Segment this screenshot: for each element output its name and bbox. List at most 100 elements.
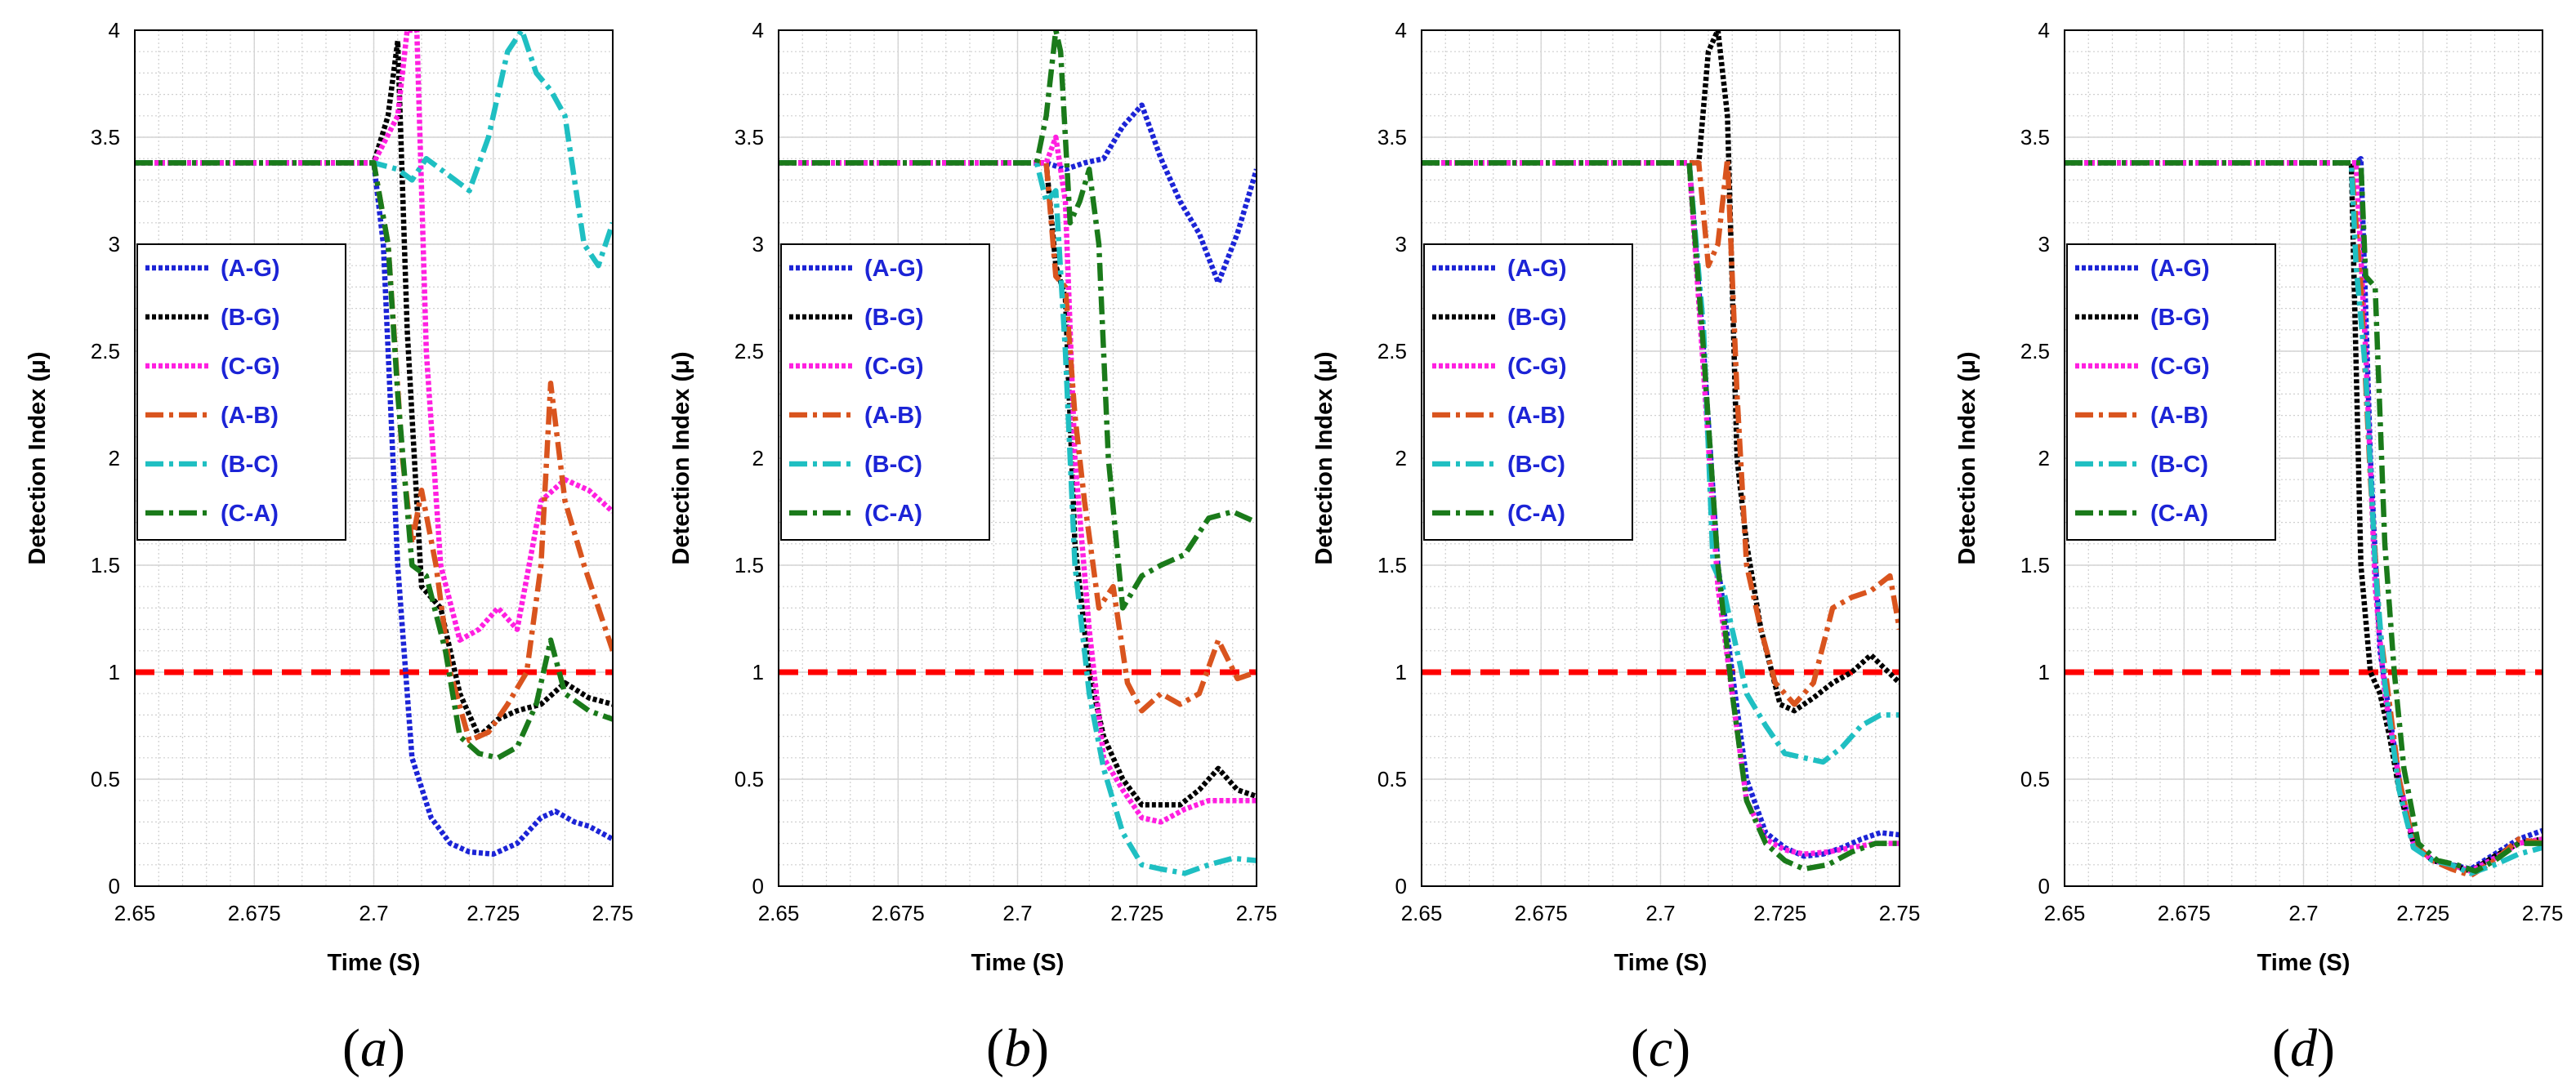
y-tick-label: 4 — [109, 18, 120, 42]
y-tick-label: 4 — [1395, 18, 1407, 42]
axes-frame — [2064, 29, 2543, 887]
y-tick-label: 2.5 — [734, 339, 764, 363]
legend-label: (A-G) — [1507, 256, 1566, 282]
legend-label: (A-G) — [864, 256, 923, 282]
series-line-c-g — [779, 134, 1257, 825]
series-line-b-g — [135, 38, 613, 739]
legend-label: (B-G) — [864, 305, 923, 331]
x-tick-label: 2.7 — [1645, 901, 1675, 925]
x-tick-label: 2.75 — [592, 901, 634, 925]
x-tick-label: 2.7 — [2288, 901, 2318, 925]
legend-label: (B-C) — [2150, 452, 2208, 478]
x-tick-label: 2.725 — [1110, 901, 1163, 925]
series-line-a-g — [779, 102, 1257, 286]
legend-label: (B-G) — [1507, 305, 1566, 331]
y-tick-label: 3.5 — [1377, 125, 1407, 149]
legend-label: (C-A) — [221, 501, 279, 527]
panel-letter: a — [360, 1018, 387, 1078]
chart-panel-b: 2.65 2.675 2.7 2.725 2.75 0 0.5 1 1.5 2 2.5 3 3.5 4 Ti… — [668, 18, 1277, 1078]
legend-label: (C-A) — [864, 501, 922, 527]
y-tick-label: 0 — [752, 874, 764, 898]
x-tick-label: 2.65 — [758, 901, 800, 925]
axes-frame — [134, 29, 614, 887]
chart-panel-a: 2.65 2.675 2.7 2.725 2.75 0 0.5 1 1.5 2 2.5 3 3.5 4 Ti… — [25, 18, 633, 1078]
x-axis-title: Time (S) — [328, 950, 421, 976]
legend-box — [136, 243, 346, 541]
series-line-a-g — [135, 160, 613, 857]
y-tick-label: 0 — [109, 874, 120, 898]
y-tick-label: 3 — [109, 232, 120, 256]
y-tick-label: 4 — [752, 18, 764, 42]
y-tick-label: 2.5 — [2020, 339, 2050, 363]
x-tick-label: 2.75 — [2522, 901, 2564, 925]
y-tick-label: 0 — [2038, 874, 2050, 898]
axes-frame — [778, 29, 1257, 887]
y-tick-label: 0.5 — [734, 767, 764, 791]
panel-label: (b) — [986, 1018, 1049, 1078]
legend: (A-G) (B-G) (C-G) (A-B) (B-C) (C-A) — [2066, 243, 2276, 541]
y-tick-label: 3 — [2038, 232, 2050, 256]
legend-label: (A-G) — [221, 256, 279, 282]
x-tick-label: 2.675 — [1515, 901, 1568, 925]
y-tick-label: 2 — [1395, 446, 1407, 470]
y-tick-label: 3 — [752, 232, 764, 256]
legend-label: (B-C) — [864, 452, 922, 478]
legend-label: (C-A) — [2150, 501, 2208, 527]
legend: (A-G) (B-G) (C-G) (A-B) (B-C) (C-A) — [1423, 243, 1633, 541]
panel-label: (d) — [2272, 1018, 2335, 1078]
x-axis-title: Time (S) — [2257, 950, 2351, 976]
legend-label: (A-B) — [1507, 403, 1565, 429]
y-tick-label: 0 — [1395, 874, 1407, 898]
axes-frame — [1421, 29, 1900, 887]
y-tick-label: 4 — [2038, 18, 2050, 42]
series-line-c-g — [135, 30, 613, 643]
legend-label: (B-C) — [221, 452, 279, 478]
series-line-a-b — [135, 160, 613, 744]
x-tick-label: 2.675 — [228, 901, 281, 925]
chart-panel-d: 2.65 2.675 2.7 2.725 2.75 0 0.5 1 1.5 2 2.5 3 3.5 4 Ti… — [1954, 18, 2563, 1078]
legend-label: (B-G) — [2150, 305, 2209, 331]
y-axis-title: Detection Index (μ) — [1311, 351, 1337, 564]
x-tick-label: 2.65 — [1401, 901, 1443, 925]
y-tick-label: 1.5 — [2020, 553, 2050, 577]
series-line-b-c — [135, 30, 613, 269]
series-line-c-a — [1422, 160, 1900, 872]
x-tick-label: 2.75 — [1236, 901, 1278, 925]
series-line-b-c — [779, 160, 1257, 876]
y-tick-label: 1 — [2038, 660, 2050, 684]
y-tick-label: 1.5 — [734, 553, 764, 577]
legend-label: (A-G) — [2150, 256, 2209, 282]
series-line-c-a — [2065, 160, 2543, 874]
y-tick-label: 3.5 — [734, 125, 764, 149]
y-tick-label: 1 — [1395, 660, 1407, 684]
panel-letter: d — [2290, 1018, 2318, 1078]
x-tick-label: 2.675 — [872, 901, 925, 925]
series-line-b-g — [2065, 160, 2543, 874]
legend: (A-G) (B-G) (C-G) (A-B) (B-C) (C-A) — [136, 243, 346, 541]
x-axis-title: Time (S) — [971, 950, 1065, 976]
y-axis-title: Detection Index (μ) — [25, 351, 51, 564]
y-tick-label: 3 — [1395, 232, 1407, 256]
legend-label: (C-G) — [1507, 354, 1566, 380]
y-tick-label: 1.5 — [91, 553, 120, 577]
y-tick-label: 0.5 — [1377, 767, 1407, 791]
y-tick-label: 2 — [109, 446, 120, 470]
legend-box — [2066, 243, 2276, 541]
chart-panel-c: 2.65 2.675 2.7 2.725 2.75 0 0.5 1 1.5 2 2.5 3 3.5 4 Ti… — [1311, 18, 1920, 1078]
legend-label: (C-G) — [221, 354, 279, 380]
x-tick-label: 2.725 — [1753, 901, 1806, 925]
x-tick-label: 2.725 — [467, 901, 520, 925]
panel-letter: b — [1004, 1018, 1031, 1078]
x-axis-title: Time (S) — [1614, 950, 1708, 976]
series-group — [135, 30, 613, 857]
y-tick-label: 2 — [752, 446, 764, 470]
y-axis-title: Detection Index (μ) — [668, 351, 694, 564]
series-group — [779, 30, 1257, 876]
legend-label: (C-A) — [1507, 501, 1565, 527]
y-tick-label: 3.5 — [2020, 125, 2050, 149]
x-tick-label: 2.725 — [2396, 901, 2449, 925]
series-group — [2065, 155, 2543, 879]
x-tick-label: 2.65 — [114, 901, 156, 925]
legend-label: (C-G) — [2150, 354, 2209, 380]
